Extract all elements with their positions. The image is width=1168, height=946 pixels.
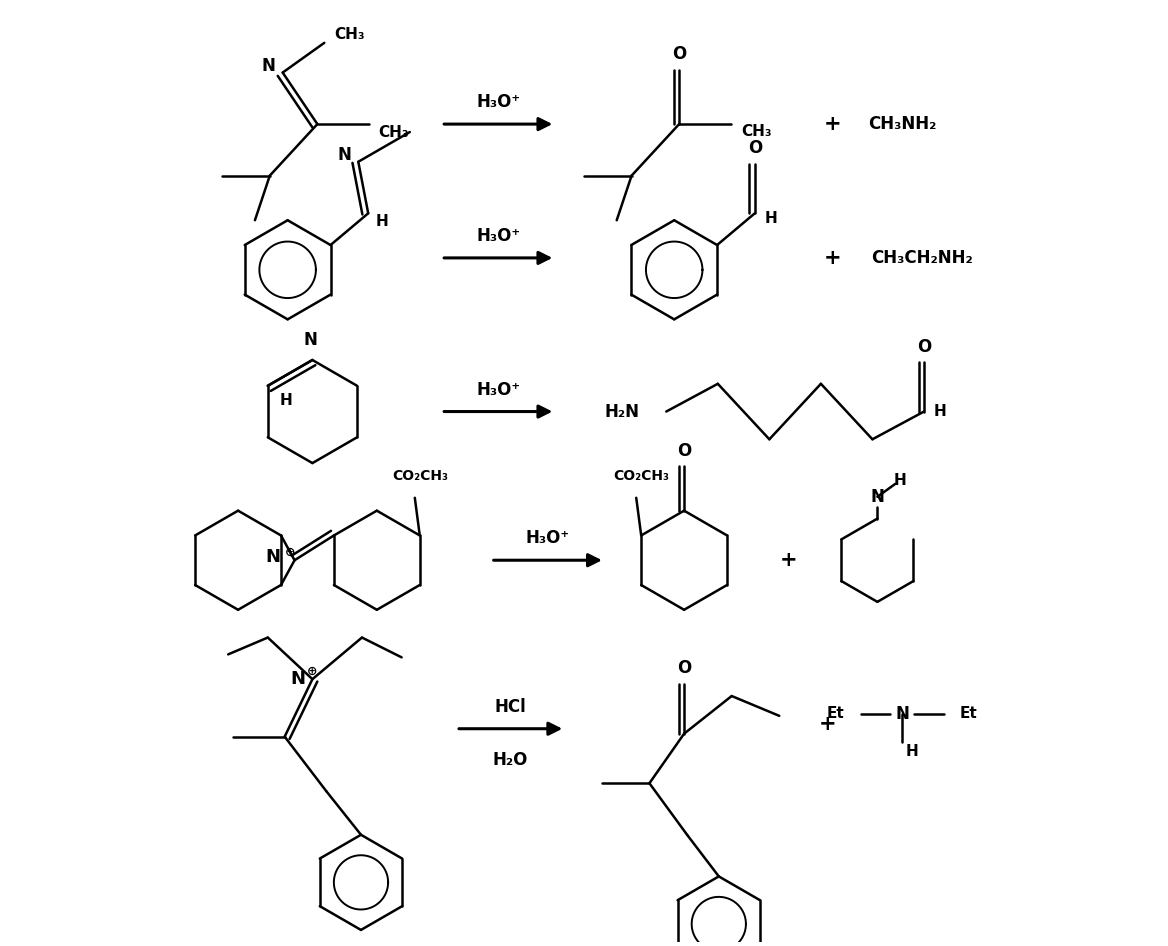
Text: CH₃CH₂NH₂: CH₃CH₂NH₂ bbox=[871, 249, 973, 267]
Text: CO₂CH₃: CO₂CH₃ bbox=[613, 469, 669, 483]
Text: CH₃: CH₃ bbox=[334, 27, 364, 43]
Text: +: + bbox=[823, 114, 842, 134]
Text: O: O bbox=[748, 139, 762, 157]
Text: H: H bbox=[279, 394, 292, 408]
Text: N: N bbox=[895, 705, 909, 723]
Text: CH₃NH₂: CH₃NH₂ bbox=[868, 115, 937, 133]
Text: Et: Et bbox=[960, 707, 978, 722]
Text: Et: Et bbox=[827, 707, 844, 722]
Text: H₂N: H₂N bbox=[605, 403, 640, 421]
Text: H₃O⁺: H₃O⁺ bbox=[477, 94, 520, 112]
Text: H: H bbox=[905, 744, 918, 759]
Text: H: H bbox=[764, 211, 777, 226]
Text: O: O bbox=[917, 338, 931, 356]
Text: N: N bbox=[265, 549, 280, 567]
Text: O: O bbox=[677, 442, 691, 460]
Text: H₃O⁺: H₃O⁺ bbox=[477, 380, 520, 399]
Text: H: H bbox=[894, 473, 906, 488]
Text: CH₃: CH₃ bbox=[742, 124, 772, 138]
Text: N: N bbox=[338, 146, 352, 164]
Text: O: O bbox=[672, 44, 687, 62]
Text: CO₂CH₃: CO₂CH₃ bbox=[391, 469, 447, 483]
Text: N: N bbox=[304, 331, 318, 349]
Text: +: + bbox=[819, 714, 836, 734]
Text: H₃O⁺: H₃O⁺ bbox=[526, 530, 570, 548]
Text: H: H bbox=[933, 404, 946, 419]
Text: CH₃: CH₃ bbox=[378, 125, 409, 139]
Text: O: O bbox=[677, 659, 691, 677]
Text: +: + bbox=[779, 551, 797, 570]
Text: HCl: HCl bbox=[495, 698, 527, 716]
Text: +: + bbox=[823, 248, 842, 268]
Text: ⊕: ⊕ bbox=[307, 665, 318, 677]
Text: H₂O: H₂O bbox=[493, 750, 528, 768]
Text: N: N bbox=[290, 670, 305, 688]
Text: N: N bbox=[870, 488, 884, 506]
Text: N: N bbox=[262, 57, 276, 75]
Text: ⊕: ⊕ bbox=[284, 546, 294, 559]
Text: H₃O⁺: H₃O⁺ bbox=[477, 227, 520, 245]
Text: H: H bbox=[376, 214, 389, 229]
